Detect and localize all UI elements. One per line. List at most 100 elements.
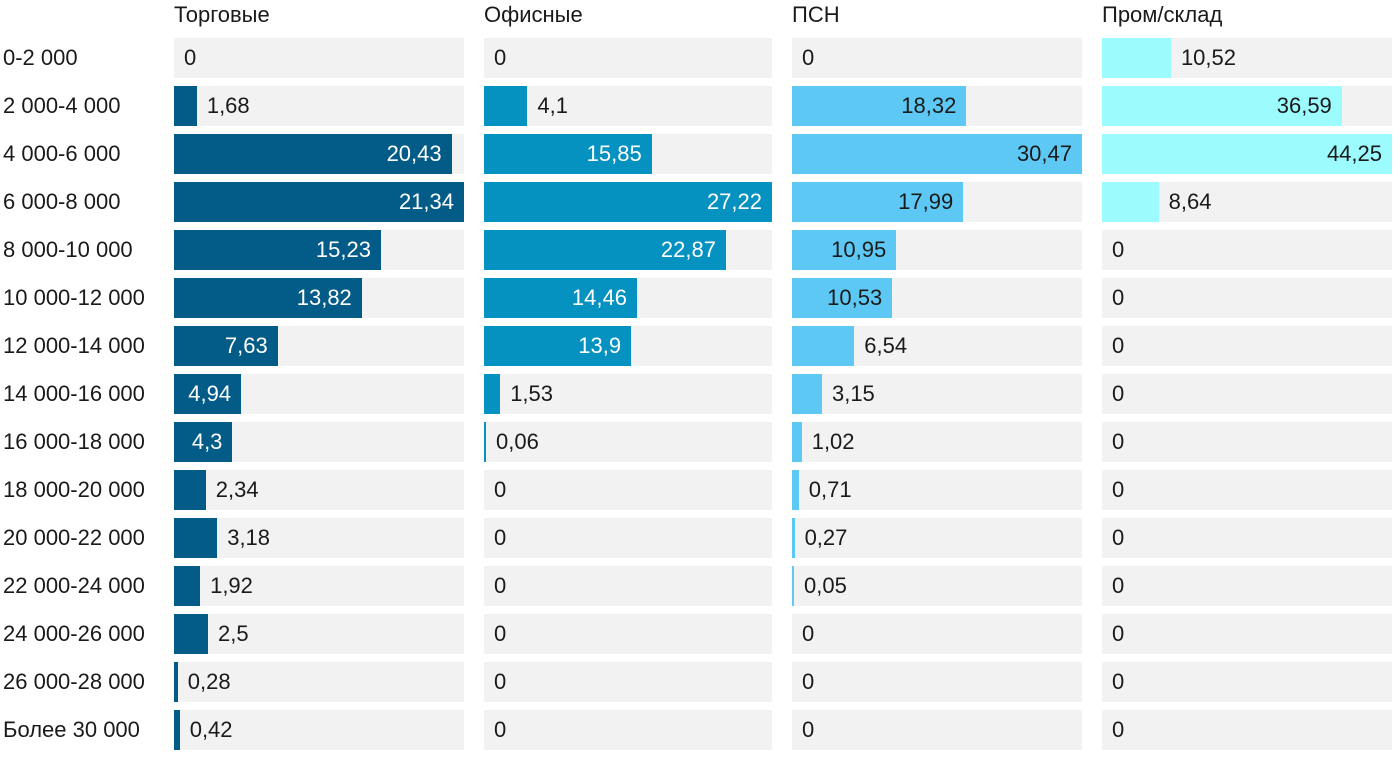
data-label: 1,92	[210, 573, 253, 598]
bar	[174, 710, 180, 750]
bar-track: 0	[484, 38, 772, 78]
data-label: 0	[494, 477, 507, 502]
data-label: 0	[494, 717, 507, 742]
data-label: 0	[1112, 573, 1125, 598]
bar	[484, 182, 772, 222]
bar-track: 0	[484, 662, 772, 702]
bar	[174, 182, 464, 222]
data-label: 0	[802, 621, 815, 646]
data-label: 4,94	[188, 381, 232, 406]
category-label: 24 000-26 000	[3, 621, 145, 646]
data-label: 0	[802, 45, 815, 70]
bar-track: 21,34	[174, 182, 464, 222]
bar-track: 14,46	[484, 278, 772, 318]
bar	[792, 374, 822, 414]
data-label: 0	[1112, 237, 1125, 262]
bar	[792, 134, 1082, 174]
data-label: 36,59	[1276, 93, 1332, 118]
bar	[792, 86, 967, 126]
category-label: 12 000-14 000	[3, 333, 145, 358]
data-label: 13,82	[296, 285, 352, 310]
bar	[174, 614, 208, 654]
data-label: 22,87	[660, 237, 716, 262]
data-label: 15,85	[586, 141, 642, 166]
data-label: 6,54	[864, 333, 908, 358]
data-label: 13,9	[578, 333, 622, 358]
bar-track: 0	[1102, 566, 1392, 606]
bar-track: 8,64	[1102, 182, 1392, 222]
bar-track: 0	[484, 566, 772, 606]
data-label: 8,64	[1168, 189, 1212, 214]
bar	[174, 518, 218, 558]
bar	[484, 134, 652, 174]
bar	[1102, 38, 1171, 78]
bar	[792, 230, 897, 270]
bar-track: 0	[1102, 518, 1392, 558]
data-label: 10,53	[827, 285, 883, 310]
data-label: 0	[802, 669, 815, 694]
bar-track: 0	[484, 518, 772, 558]
bar	[174, 278, 362, 318]
bar-track: 0	[1102, 374, 1392, 414]
bar	[1102, 86, 1342, 126]
bar	[174, 230, 381, 270]
bar-track: 30,47	[792, 134, 1082, 174]
data-label: 10,95	[831, 237, 887, 262]
bar	[174, 374, 242, 414]
bar-track: 20,43	[174, 134, 464, 174]
data-label: 1,02	[811, 429, 855, 454]
panel-title: Пром/склад	[1102, 2, 1223, 27]
category-label: 8 000-10 000	[3, 237, 133, 262]
bar	[174, 566, 201, 606]
data-label: 27,22	[706, 189, 762, 214]
bar	[484, 326, 632, 366]
bar	[484, 86, 528, 126]
bar-track: 0	[1102, 278, 1392, 318]
bar-track: 15,85	[484, 134, 772, 174]
data-label: 0,28	[187, 669, 231, 694]
bar-track: 36,59	[1102, 86, 1392, 126]
bar-track: 0	[1102, 230, 1392, 270]
data-label: 0	[1112, 381, 1125, 406]
data-label: 0	[1112, 333, 1125, 358]
bar-track: 0,42	[174, 710, 464, 750]
category-label: 20 000-22 000	[3, 525, 145, 550]
data-label: 0	[1112, 669, 1125, 694]
data-label: 1,53	[510, 381, 554, 406]
bar	[484, 374, 501, 414]
panel-title: Торговые	[174, 2, 270, 27]
bar-track: 10,53	[792, 278, 1082, 318]
data-label: 3,18	[227, 525, 271, 550]
bar-track: 15,23	[174, 230, 464, 270]
category-label: 0-2 000	[3, 45, 78, 70]
data-label: 0,71	[808, 477, 852, 502]
bar	[484, 230, 726, 270]
bar-track: 0,05	[792, 566, 1082, 606]
category-label: 22 000-24 000	[3, 573, 145, 598]
bar-track: 27,22	[484, 182, 772, 222]
bar-track: 1,68	[174, 86, 464, 126]
data-label: 10,52	[1180, 45, 1236, 70]
bar-track: 13,82	[174, 278, 464, 318]
category-label: 4 000-6 000	[3, 141, 121, 166]
data-label: 2,5	[217, 621, 249, 646]
bar	[484, 422, 486, 462]
bar-track: 0	[792, 614, 1082, 654]
data-label: 0	[494, 621, 507, 646]
bar-track: 2,34	[174, 470, 464, 510]
bar	[484, 278, 637, 318]
data-label: 14,46	[571, 285, 627, 310]
bar-track: 0	[484, 614, 772, 654]
bar-track: 3,15	[792, 374, 1082, 414]
bar-track: 0	[792, 710, 1082, 750]
data-label: 2,34	[215, 477, 259, 502]
category-label: 18 000-20 000	[3, 477, 145, 502]
bar-track: 0	[1102, 662, 1392, 702]
category-label: 26 000-28 000	[3, 669, 145, 694]
bar-track: 0	[484, 710, 772, 750]
bar-track: 0,27	[792, 518, 1082, 558]
bar	[792, 518, 795, 558]
bar-track: 1,92	[174, 566, 464, 606]
bar-track: 4,1	[484, 86, 772, 126]
panel-title: Офисные	[484, 2, 583, 27]
